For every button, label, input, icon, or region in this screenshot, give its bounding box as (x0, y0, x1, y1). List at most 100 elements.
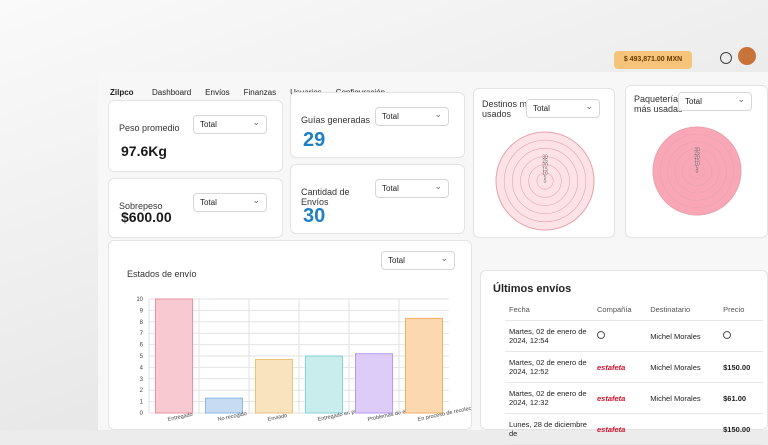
table-row[interactable]: Martes, 02 de enero de 2024, 12:32 estafe… (505, 382, 763, 414)
column-header: Destinatario (646, 299, 720, 321)
filter-select[interactable]: Total (375, 179, 449, 198)
y-tick-label: 3 (140, 377, 144, 383)
table-panel: Últimos envíos Fecha Compañía Destinatario… (480, 270, 768, 445)
recipient: Michel Morales (650, 362, 701, 372)
radar-tick-label: 20 (694, 154, 700, 160)
radar-ring (536, 172, 554, 190)
radar-ring (512, 148, 578, 214)
stat-value: 30 (303, 205, 326, 227)
brand[interactable]: Zilpco (110, 88, 134, 97)
nav-link[interactable]: Dashboard (152, 88, 192, 97)
date-cell: Martes, 02 de enero de 2024, 12:54 (505, 320, 593, 352)
date-cell: Martes, 02 de enero de 2024, 12:52 (505, 351, 593, 383)
filter-select[interactable]: Total (375, 107, 449, 126)
radar-ring (660, 134, 734, 208)
recipient: Michel Morales (650, 331, 701, 341)
price: $61.00 (723, 393, 747, 403)
filter-select[interactable]: Total (193, 115, 267, 134)
balance-button[interactable]: $ 493,871.00 MXN (614, 51, 692, 69)
radar-ring (667, 141, 727, 201)
company-logo: estafeta (597, 393, 626, 403)
stat-value: $600.00 (121, 209, 172, 225)
bar (405, 317, 443, 414)
filter-select[interactable]: Total (381, 251, 455, 270)
radar-ring (528, 164, 562, 198)
price: $150.00 (723, 362, 751, 372)
filter-select[interactable]: Total (678, 92, 752, 111)
company-logo: estafeta (597, 362, 626, 372)
radar-tick-label: 0 (696, 169, 699, 175)
stat-label: Cantidad de Envíos (301, 187, 350, 207)
radar-tick-label: 15 (542, 167, 548, 173)
radar-ring (674, 148, 720, 194)
price-cell: $150.00 (719, 413, 763, 445)
company-cell: estafeta (593, 351, 647, 383)
price-icon (723, 331, 732, 339)
y-tick-label: 7 (140, 331, 144, 337)
radar-ring (652, 126, 742, 216)
radar-tick-label: 5 (696, 165, 699, 171)
y-tick-label: 0 (140, 411, 144, 417)
panel-title: Destinos más usados (482, 99, 537, 119)
radar-ring (682, 156, 712, 186)
recipient-cell (646, 413, 720, 445)
radar-ring (495, 131, 595, 231)
theme-toggle[interactable] (720, 52, 732, 64)
radar-tick-label: 20 (542, 163, 548, 169)
price-cell: $61.00 (719, 382, 763, 414)
stat-value: 97.6Kg (121, 143, 167, 159)
y-tick-label: 8 (140, 320, 144, 326)
radar-tick-label: 30 (694, 147, 700, 153)
price-cell: $150.00 (719, 351, 763, 383)
company-cell (593, 320, 647, 352)
x-tick-label: Entregado (167, 412, 193, 423)
stat-value: 29 (303, 129, 326, 151)
radar-tick-label: 25 (694, 151, 700, 157)
radar-ring (689, 163, 705, 179)
bar (305, 355, 343, 414)
stat-card: Cantidad de Envíos Total 30 (290, 164, 465, 234)
chart-title: Estados de envío (127, 269, 197, 279)
stat-label: Peso promedio (119, 123, 180, 133)
radar-ring (503, 139, 587, 223)
table-row[interactable]: Martes, 02 de enero de 2024, 12:52 estafe… (505, 351, 763, 383)
price: $150.00 (723, 424, 751, 434)
nav-link[interactable]: Envíos (205, 88, 230, 97)
avatar[interactable] (738, 47, 756, 65)
bar (155, 298, 193, 414)
radar-tick-label: 30 (542, 155, 548, 161)
y-tick-label: 4 (140, 365, 144, 371)
y-tick-label: 2 (140, 388, 144, 394)
balance: $ 493,871.00 MXN (623, 56, 683, 63)
panel-title: Paquetería más usadas (634, 94, 683, 114)
bar (255, 358, 293, 414)
company-logo: estafeta (597, 424, 626, 434)
recipient: Michel Morales (650, 393, 701, 403)
y-tick-label: 5 (140, 354, 144, 360)
filter-select[interactable]: Total (526, 99, 600, 118)
nav-link[interactable]: Finanzas (243, 88, 277, 97)
y-tick-label: 9 (140, 308, 144, 314)
y-tick-label: 1 (140, 400, 144, 406)
bar (355, 353, 393, 414)
shipments-table: Fecha Compañía Destinatario Precio Martes, 0… (505, 299, 763, 445)
radar-tick-label: 15 (694, 158, 700, 164)
column-header: Compañía (593, 299, 647, 321)
bar (205, 397, 243, 414)
stat-card: Peso promedio Total 97.6Kg (108, 100, 283, 172)
stat-card: Guías generadas Total 29 (290, 92, 465, 158)
radar-tick-label: 25 (542, 159, 548, 165)
table-row[interactable]: Lunes, 28 de diciembre de estafeta $150.00 (505, 413, 763, 445)
company-cell: estafeta (593, 413, 647, 445)
y-tick-label: 6 (140, 343, 144, 349)
company-icon (597, 331, 605, 339)
filter-select[interactable]: Total (193, 193, 267, 212)
company-cell: estafeta (593, 382, 647, 414)
radar-tick-label: 10 (694, 162, 700, 168)
table-row[interactable]: Martes, 02 de enero de 2024, 12:54 Michel… (505, 320, 763, 352)
radar-tick-label: 5 (544, 175, 547, 181)
date-cell: Lunes, 28 de diciembre de (505, 413, 593, 445)
